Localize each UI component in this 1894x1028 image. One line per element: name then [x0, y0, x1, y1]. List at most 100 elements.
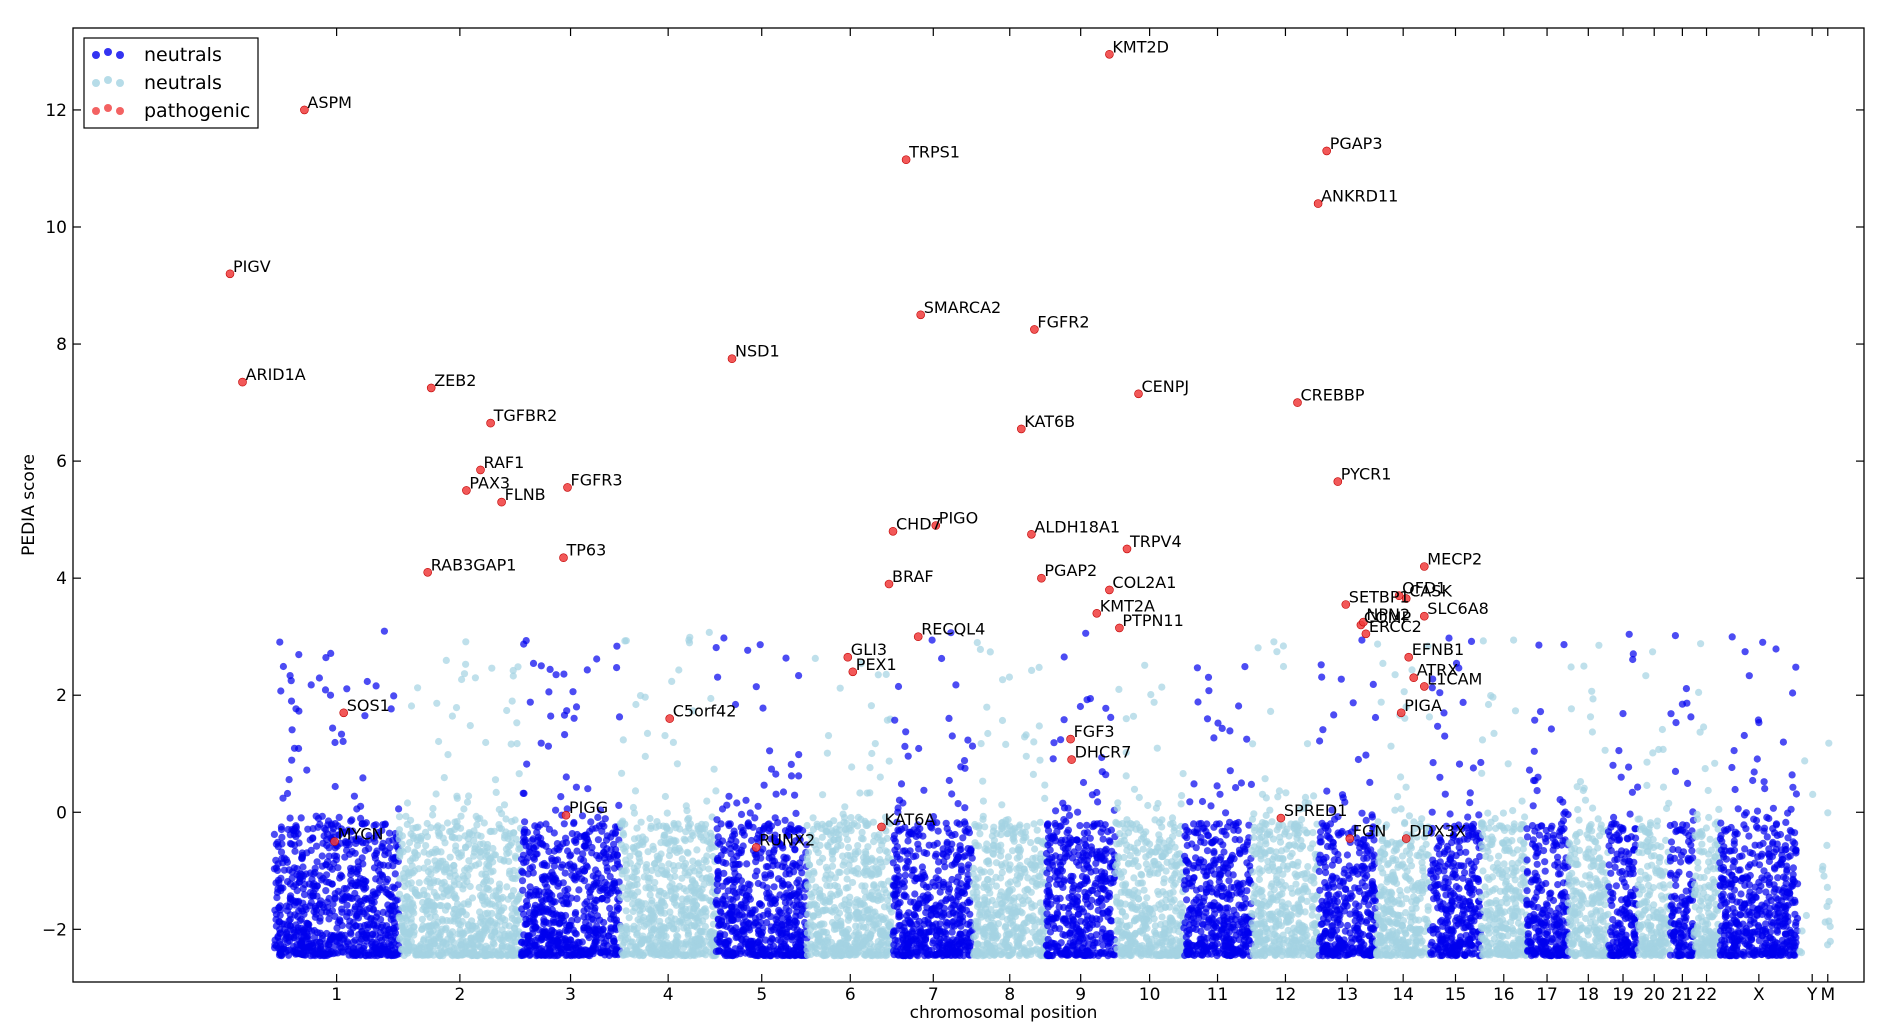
neutral-point: [372, 682, 380, 690]
neutral-point: [690, 867, 698, 875]
neutral-point: [471, 674, 479, 682]
neutral-point: [893, 866, 902, 874]
neutral-point: [626, 859, 635, 867]
neutral-point: [634, 888, 642, 896]
neutral-point: [401, 900, 409, 908]
neutral-point: [624, 883, 633, 891]
neutral-point: [915, 900, 923, 909]
neutral-point: [831, 881, 839, 890]
neutral-point: [314, 823, 322, 831]
neutral-point: [960, 952, 968, 960]
neutral-point: [562, 773, 570, 781]
neutral-point: [847, 814, 855, 822]
neutral-point: [538, 861, 546, 869]
neutral-point: [550, 862, 559, 870]
neutral-point: [823, 841, 832, 849]
neutral-point: [379, 908, 387, 917]
neutral-point: [390, 915, 398, 923]
neutral-point: [579, 850, 587, 858]
neutral-point: [1026, 939, 1034, 948]
neutral-point: [792, 918, 801, 927]
neutral-point: [876, 773, 884, 781]
neutral-point: [737, 810, 746, 819]
neutral-point: [775, 947, 783, 955]
neutral-point: [521, 939, 529, 947]
neutral-point: [575, 886, 583, 894]
neutral-point: [440, 889, 448, 898]
neutral-point: [998, 950, 1006, 958]
neutral-point: [931, 882, 939, 890]
neutral-point: [572, 783, 581, 791]
neutral-point: [883, 716, 892, 724]
neutral-point: [957, 763, 965, 771]
neutral-point: [835, 868, 843, 876]
neutral-point: [712, 899, 720, 907]
neutral-point: [755, 951, 763, 960]
neutral-point: [418, 951, 427, 960]
neutral-point: [792, 912, 800, 920]
neutral-point: [682, 887, 690, 895]
neutral-point: [543, 945, 551, 953]
neutral-point: [891, 716, 899, 724]
neutral-point: [872, 920, 880, 928]
neutral-point: [976, 830, 984, 838]
neutral-point: [391, 870, 399, 878]
neutral-point: [603, 867, 612, 875]
neutral-point: [1004, 880, 1012, 888]
neutral-point: [509, 829, 518, 837]
neutral-point: [647, 824, 655, 833]
neutral-point: [337, 871, 345, 879]
neutral-point: [1018, 909, 1026, 917]
neutral-point: [778, 863, 786, 871]
neutral-point: [787, 760, 795, 769]
neutral-point: [714, 673, 722, 681]
neutral-point: [436, 944, 445, 952]
neutral-point: [844, 916, 852, 924]
neutral-point: [990, 823, 998, 831]
neutral-point: [868, 865, 877, 873]
neutral-point: [321, 940, 329, 948]
neutral-point: [630, 835, 639, 843]
neutral-point: [871, 740, 879, 748]
neutral-point: [460, 875, 468, 883]
neutral-point: [953, 819, 961, 827]
neutral-point: [311, 864, 319, 872]
neutral-point: [979, 777, 987, 785]
neutral-point: [960, 757, 969, 765]
neutral-point: [631, 787, 640, 795]
neutral-point: [891, 846, 899, 854]
neutral-point: [736, 950, 744, 958]
neutral-point: [984, 886, 992, 894]
neutral-point: [836, 684, 844, 692]
neutral-point: [837, 917, 845, 926]
neutral-point: [323, 841, 331, 850]
neutral-point: [721, 951, 729, 960]
neutral-point: [304, 825, 312, 833]
neutral-point: [404, 845, 412, 853]
chromosome-8-neutral-points: [969, 639, 1050, 960]
neutral-point: [795, 882, 804, 891]
neutral-point: [374, 828, 382, 837]
neutral-point: [695, 919, 703, 927]
neutral-point: [326, 691, 335, 699]
neutral-point: [452, 704, 461, 712]
neutral-point: [700, 928, 708, 936]
neutral-point: [663, 809, 671, 817]
neutral-point: [791, 861, 799, 869]
neutral-point: [998, 904, 1006, 912]
neutral-point: [781, 816, 789, 824]
neutral-point: [795, 672, 803, 680]
neutral-point: [852, 898, 860, 907]
neutral-point: [283, 928, 291, 937]
neutral-point: [523, 897, 531, 905]
neutral-point: [974, 922, 982, 931]
neutral-point: [735, 930, 743, 939]
neutral-point: [961, 804, 969, 812]
neutral-point: [949, 901, 957, 910]
neutral-point: [297, 814, 305, 822]
neutral-point: [619, 951, 627, 959]
neutral-point: [340, 828, 348, 836]
neutral-point: [545, 895, 553, 903]
neutral-point: [737, 942, 745, 950]
neutral-point: [283, 907, 291, 915]
